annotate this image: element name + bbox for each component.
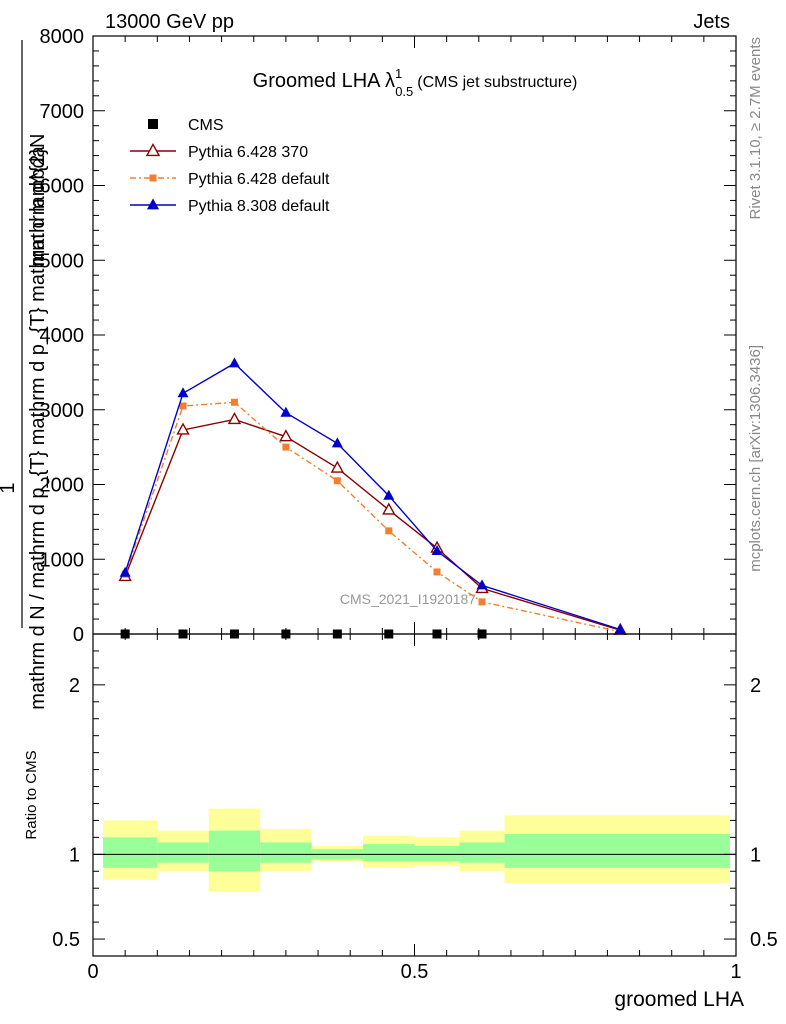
ratio-y-tick-label-right: 0.5: [750, 929, 778, 951]
x-tick-label: 0: [87, 961, 98, 983]
y-tick-label: 0: [73, 624, 84, 646]
ratio-x-axis: 0 0.5 1: [87, 634, 742, 983]
ratio-y-tick-label: 2: [69, 675, 80, 697]
legend-entry-label: Pythia 6.428 370: [188, 144, 308, 161]
x-tick-label: 1: [730, 961, 741, 983]
ratio-y-tick-label: 0.5: [52, 929, 80, 951]
ratio-inner-band: [363, 844, 415, 862]
mcplots-label: mcplots.cern.ch [arXiv:1306.3436]: [747, 345, 764, 572]
ratio-y-tick-label: 1: [69, 844, 80, 866]
point-marker: [476, 579, 488, 590]
point-marker: [382, 502, 396, 515]
point-marker: [227, 412, 242, 425]
y-tick-label: 7000: [40, 101, 85, 123]
point-marker: [179, 402, 187, 410]
point-marker: [149, 174, 157, 182]
chart-title: Groomed LHA λ1 0.5(CMS jet substructure): [253, 66, 578, 99]
y-tick-label: 4000: [40, 325, 85, 347]
ratio-inner-band: [157, 842, 209, 863]
ylabel-one: 1: [0, 482, 19, 493]
point-marker: [145, 142, 161, 157]
ratio-inner-band: [459, 842, 505, 863]
y-tick-label: 2000: [40, 475, 85, 497]
ratio-inner-band: [414, 845, 460, 862]
point-marker: [177, 387, 189, 398]
legend-entry-label: CMS: [188, 117, 224, 134]
main-y-axis: 0 1000 2000 3000 4000 5000 6000 7000 8000: [40, 26, 736, 646]
legend: CMS Pythia 6.428 370 Pythia 6.428 default P…: [130, 117, 330, 215]
point-marker: [280, 406, 292, 417]
ratio-inner-band: [260, 842, 312, 863]
y-tick-label: 1000: [40, 549, 85, 571]
analysis-watermark: CMS_2021_I1920187: [340, 591, 476, 607]
rivet-label: Rivet 3.1.10, ≥ 2.7M events: [747, 37, 764, 220]
ratio-y-tick-label-right: 2: [750, 675, 761, 697]
point-marker: [478, 598, 486, 606]
ratio-y-axis-label: Ratio to CMS: [23, 750, 40, 839]
series-3: [119, 357, 626, 634]
ratio-inner-band: [504, 833, 730, 868]
ratio-panel: 0.5 0.51 12 2 0 0.5 1 Ratio to CMS groomed LH…: [23, 633, 778, 1011]
point-marker: [333, 477, 341, 485]
ratio-inner-band: [208, 830, 261, 872]
point-marker: [383, 489, 395, 500]
point-marker: [330, 460, 345, 473]
main-x-ticks: [92, 36, 737, 634]
point-marker: [385, 527, 393, 535]
legend-entry-label: Pythia 6.428 default: [188, 171, 330, 188]
y-tick-label: 6000: [40, 176, 85, 198]
point-marker: [433, 568, 441, 576]
ylabel-denominator: mathrm d N / mathrm d p_{T} mathrm d p_{…: [27, 145, 49, 709]
point-marker: [282, 443, 290, 451]
ratio-y-axis: 0.5 0.5 1 1 2 2: [52, 650, 778, 951]
ratio-inner-band: [103, 837, 158, 868]
point-marker: [331, 437, 343, 448]
main-y-axis-label: mathrm d^{2}N 1 mathrm d N / mathrm d p_…: [0, 40, 49, 710]
ylabel-numerator: mathrm d^{2}N: [27, 134, 49, 267]
point-marker: [176, 422, 190, 435]
point-marker: [279, 429, 293, 442]
y-tick-label: 5000: [40, 250, 85, 272]
point-marker: [119, 566, 131, 577]
ratio-y-tick-label-right: 1: [750, 844, 761, 866]
point-marker: [431, 545, 443, 556]
point-marker: [614, 623, 626, 634]
x-tick-label: 0.5: [401, 961, 429, 983]
energy-label: 13000 GeV pp: [105, 11, 234, 33]
point-marker: [148, 119, 158, 129]
y-tick-label: 3000: [40, 400, 85, 422]
ratio-bands: [103, 808, 730, 892]
main-panel: 0 1000 2000 3000 4000 5000 6000 7000 8000 Groome…: [40, 26, 737, 646]
point-marker: [146, 198, 160, 210]
legend-entry-label: Pythia 8.308 default: [188, 198, 330, 215]
ratio-frame: [92, 633, 737, 957]
process-label: Jets: [693, 11, 730, 33]
x-axis-label: groomed LHA: [614, 988, 744, 1011]
point-marker: [228, 357, 240, 368]
y-tick-label: 8000: [40, 26, 85, 48]
point-marker: [230, 398, 238, 406]
